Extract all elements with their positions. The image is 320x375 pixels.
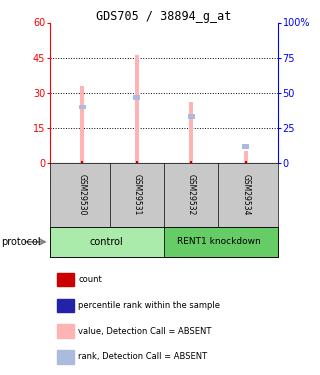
Text: count: count [78, 275, 102, 284]
Text: GSM29530: GSM29530 [78, 174, 87, 216]
Text: rank, Detection Call = ABSENT: rank, Detection Call = ABSENT [78, 352, 207, 362]
Bar [80, 86, 84, 163]
Bar [50, 227, 164, 257]
Bar [57, 298, 74, 312]
Bar [57, 350, 74, 364]
Text: GSM29531: GSM29531 [132, 174, 141, 216]
Text: value, Detection Call = ABSENT: value, Detection Call = ABSENT [78, 327, 212, 336]
Text: percentile rank within the sample: percentile rank within the sample [78, 301, 220, 310]
Bar [243, 144, 249, 149]
Text: protocol: protocol [2, 237, 41, 247]
Text: RENT1 knockdown: RENT1 knockdown [177, 237, 260, 246]
Bar [244, 152, 248, 163]
Title: GDS705 / 38894_g_at: GDS705 / 38894_g_at [96, 9, 232, 22]
Bar [189, 102, 193, 163]
Text: GSM29532: GSM29532 [187, 174, 196, 216]
Bar [57, 273, 74, 286]
Text: GSM29534: GSM29534 [241, 174, 250, 216]
Text: control: control [90, 237, 124, 247]
Bar [79, 105, 85, 109]
Bar [133, 95, 140, 100]
Bar [188, 114, 195, 118]
Bar [57, 324, 74, 338]
Bar [135, 56, 139, 163]
Bar [164, 227, 278, 257]
